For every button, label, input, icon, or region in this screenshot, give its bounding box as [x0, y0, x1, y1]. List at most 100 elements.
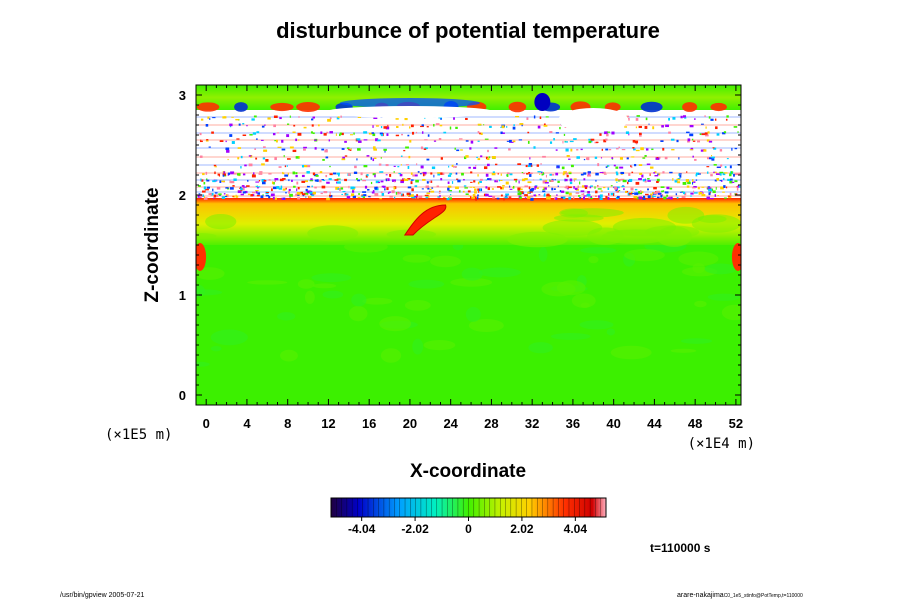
noise-speck — [580, 173, 584, 176]
noise-speck — [505, 181, 509, 185]
noise-speck — [395, 118, 399, 120]
noise-speck — [212, 180, 216, 183]
noise-speck — [519, 196, 522, 200]
noise-speck — [703, 149, 707, 152]
noise-speck — [279, 178, 284, 182]
noise-speck — [608, 193, 610, 195]
noise-speck — [276, 132, 280, 134]
noise-speck — [564, 178, 568, 182]
noise-speck — [675, 193, 678, 196]
noise-speck — [679, 173, 682, 175]
noise-speck — [305, 196, 307, 198]
noise-speck — [723, 185, 726, 188]
field-mottle — [542, 219, 603, 237]
noise-speck — [494, 180, 499, 183]
noise-speck — [411, 196, 415, 199]
noise-speck — [438, 172, 443, 175]
noise-speck — [344, 155, 348, 157]
noise-speck — [625, 131, 630, 135]
noise-speck — [610, 192, 615, 196]
noise-speck — [704, 132, 708, 135]
noise-speck — [689, 133, 694, 137]
noise-speck — [255, 181, 260, 183]
noise-speck — [364, 185, 368, 189]
noise-speck — [608, 148, 612, 151]
noise-speck — [686, 131, 690, 134]
noise-speck — [309, 191, 313, 194]
noise-speck — [577, 185, 579, 189]
noise-speck — [235, 195, 239, 198]
noise-speck — [639, 172, 643, 175]
noise-speck — [366, 155, 370, 157]
noise-speck — [616, 187, 618, 191]
noise-speck — [395, 134, 400, 137]
noise-speck — [546, 196, 550, 200]
noise-speck — [604, 131, 608, 135]
noise-speck — [551, 179, 554, 182]
noise-speck — [216, 194, 219, 198]
noise-speck — [689, 149, 694, 151]
noise-speck — [235, 194, 237, 198]
noise-speck — [649, 166, 654, 169]
noise-speck — [527, 191, 530, 194]
noise-speck — [569, 140, 574, 143]
noise-speck — [691, 147, 693, 150]
x-axis: 0 4 8 12 16 20 24 28 32 36 40 44 48 52 — [203, 85, 743, 431]
noise-speck — [661, 190, 664, 193]
noise-speck — [621, 149, 626, 151]
noise-speck — [630, 187, 634, 191]
field-mottle — [196, 232, 217, 240]
y-tick-label: 1 — [179, 288, 186, 303]
noise-speck — [407, 186, 412, 189]
noise-speck — [595, 190, 598, 194]
noise-speck — [228, 172, 231, 175]
noise-speck — [203, 186, 207, 190]
noise-speck — [272, 133, 276, 136]
noise-speck — [715, 186, 717, 190]
noise-speck — [347, 147, 350, 149]
noise-speck — [229, 134, 233, 137]
noise-speck — [293, 124, 296, 127]
noise-speck — [714, 194, 717, 197]
noise-speck — [347, 149, 351, 151]
noise-speck — [647, 178, 650, 180]
field-mottle — [468, 318, 504, 333]
noise-speck — [404, 178, 409, 182]
noise-speck — [595, 179, 597, 182]
noise-speck — [301, 193, 306, 196]
noise-speck — [442, 196, 446, 198]
noise-speck — [576, 148, 579, 151]
noise-speck — [223, 171, 226, 174]
noise-speck — [375, 138, 379, 142]
noise-speck — [363, 165, 368, 168]
noise-speck — [327, 118, 331, 122]
noise-speck — [559, 126, 561, 130]
noise-speck — [542, 155, 546, 158]
noise-speck — [539, 116, 542, 120]
noise-speck — [408, 192, 411, 196]
noise-speck — [433, 174, 435, 178]
noise-speck — [647, 180, 651, 182]
noise-speck — [524, 185, 529, 188]
noise-speck — [379, 197, 382, 200]
field-gap — [558, 108, 629, 132]
noise-speck — [730, 171, 733, 174]
noise-speck — [565, 191, 569, 195]
noise-speck — [588, 140, 592, 144]
noise-speck — [387, 124, 389, 128]
noise-speck — [329, 131, 334, 134]
noise-speck — [524, 194, 528, 197]
noise-speck — [714, 171, 717, 173]
noise-speck — [378, 163, 382, 166]
noise-speck — [362, 196, 366, 199]
noise-speck — [701, 186, 705, 188]
noise-speck — [414, 174, 418, 177]
noise-speck — [712, 147, 715, 149]
noise-speck — [590, 196, 592, 199]
noise-speck — [714, 118, 717, 121]
noise-speck — [293, 185, 296, 188]
field-mottle — [580, 247, 617, 254]
noise-speck — [706, 196, 710, 200]
noise-speck — [255, 190, 258, 194]
